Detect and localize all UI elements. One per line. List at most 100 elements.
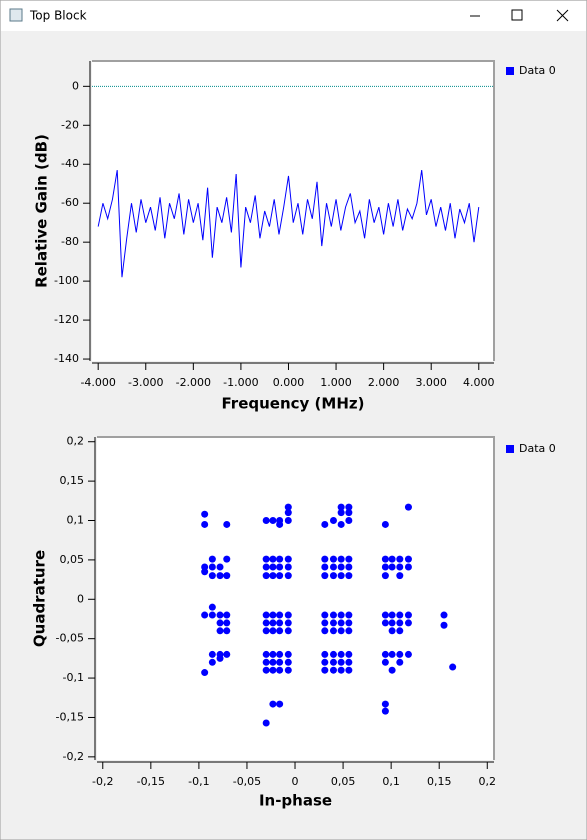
data-point	[404, 611, 412, 619]
data-point	[276, 611, 284, 619]
data-point	[208, 563, 216, 571]
maximize-button[interactable]	[511, 9, 523, 21]
data-point	[276, 517, 284, 525]
data-point	[269, 700, 277, 708]
data-point	[262, 555, 270, 563]
data-point	[396, 611, 404, 619]
data-point	[201, 520, 209, 528]
data-point	[396, 555, 404, 563]
data-point	[321, 666, 329, 674]
data-point	[208, 555, 216, 563]
x-tick-label: 4.000	[463, 376, 495, 389]
y-axis-title: Relative Gain (dB)	[33, 134, 51, 288]
data-point	[329, 611, 337, 619]
data-point	[321, 572, 329, 580]
data-point	[396, 563, 404, 571]
plot-area	[92, 61, 494, 361]
x-tick-label: 0,1	[382, 775, 400, 788]
data-point	[345, 509, 353, 517]
data-point	[223, 572, 231, 580]
y-tick-label: -0,1	[63, 671, 84, 684]
x-tick-label: -2.000	[176, 376, 211, 389]
data-point	[284, 555, 292, 563]
data-point	[321, 650, 329, 658]
data-point	[345, 666, 353, 674]
data-point	[345, 658, 353, 666]
data-point	[381, 520, 389, 528]
y-tick-label: -0,05	[56, 632, 84, 645]
data-point	[404, 555, 412, 563]
data-point	[404, 619, 412, 627]
data-point	[223, 627, 231, 635]
data-point	[269, 658, 277, 666]
data-point	[276, 666, 284, 674]
legend-swatch	[506, 67, 514, 75]
data-point	[440, 621, 448, 629]
window-title: Top Block	[29, 9, 87, 23]
x-tick-label: 0,05	[331, 775, 356, 788]
x-tick-label: -3.000	[128, 376, 163, 389]
data-point	[223, 520, 231, 528]
x-tick-label: -1.000	[223, 376, 258, 389]
data-point	[337, 572, 345, 580]
data-point	[276, 572, 284, 580]
data-point	[284, 509, 292, 517]
data-point	[345, 611, 353, 619]
x-tick-label: 0,15	[427, 775, 452, 788]
data-point	[223, 650, 231, 658]
data-point	[396, 658, 404, 666]
plot-frame	[97, 436, 495, 760]
data-point	[262, 650, 270, 658]
data-point	[269, 517, 277, 525]
data-point	[284, 658, 292, 666]
data-point	[201, 669, 209, 677]
data-point	[337, 520, 345, 528]
data-point	[201, 611, 209, 619]
x-tick-label: -0,15	[137, 775, 165, 788]
data-point	[381, 650, 389, 658]
data-point	[321, 627, 329, 635]
legend-label: Data 0	[519, 442, 556, 455]
y-tick-label: -20	[61, 118, 79, 131]
data-point	[388, 563, 396, 571]
title-bar	[1, 1, 586, 31]
data-point	[321, 611, 329, 619]
data-point	[223, 611, 231, 619]
data-point	[337, 611, 345, 619]
legend-label: Data 0	[519, 64, 556, 77]
data-point	[284, 666, 292, 674]
data-point	[381, 572, 389, 580]
data-point	[216, 572, 224, 580]
data-point	[329, 563, 337, 571]
data-point	[276, 700, 284, 708]
data-point	[337, 563, 345, 571]
data-point	[321, 658, 329, 666]
data-point	[449, 663, 457, 671]
y-tick-label: 0,05	[60, 553, 85, 566]
data-point	[262, 719, 270, 727]
data-point	[262, 563, 270, 571]
data-point	[276, 658, 284, 666]
data-point	[337, 650, 345, 658]
data-point	[269, 619, 277, 627]
data-point	[269, 572, 277, 580]
data-point	[208, 658, 216, 666]
data-point	[396, 572, 404, 580]
data-point	[269, 627, 277, 635]
x-axis-title: Frequency (MHz)	[222, 395, 365, 413]
data-point	[216, 563, 224, 571]
data-point	[284, 503, 292, 511]
close-button[interactable]	[556, 9, 569, 22]
data-point	[345, 650, 353, 658]
y-tick-label: -80	[61, 235, 79, 248]
x-tick-label: 2.000	[368, 376, 400, 389]
data-point	[345, 503, 353, 511]
y-axis-title: Quadrature	[31, 550, 49, 647]
data-point	[269, 563, 277, 571]
data-point	[337, 509, 345, 517]
data-point	[284, 619, 292, 627]
data-point	[388, 627, 396, 635]
data-point	[216, 654, 224, 662]
data-point	[262, 572, 270, 580]
